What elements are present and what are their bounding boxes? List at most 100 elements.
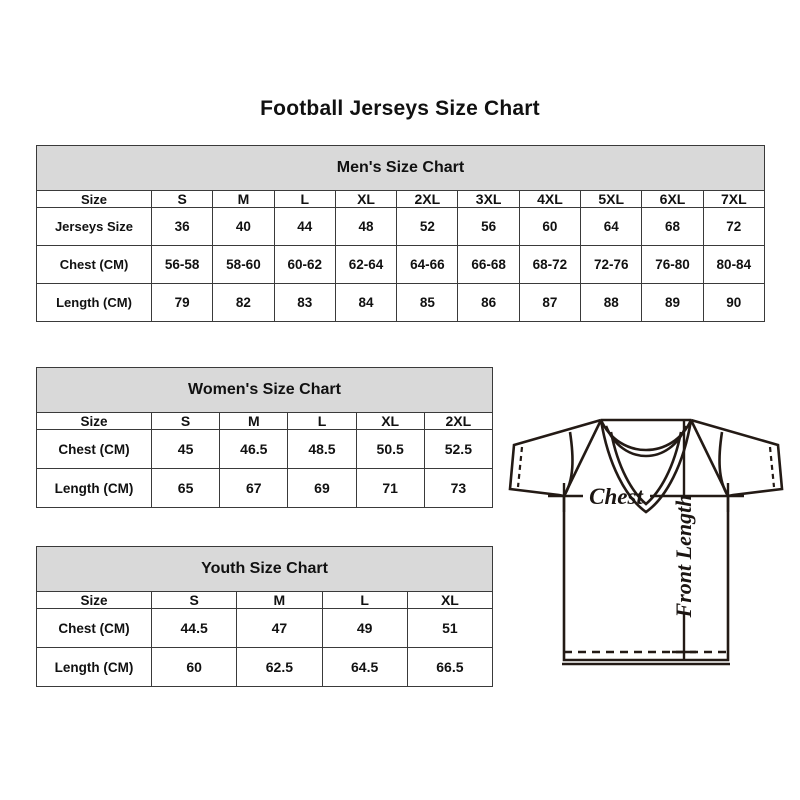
- column-header: M: [219, 412, 289, 430]
- table-cell: 67: [219, 468, 289, 508]
- table-cell: 52: [396, 207, 459, 246]
- table-header-row: Size S M L XL 2XL 3XL 4XL 5XL 6XL 7XL: [36, 190, 765, 208]
- table-cell: 85: [396, 283, 459, 322]
- table-cell: 65: [150, 468, 221, 508]
- front-length-label: Front Length: [671, 495, 696, 619]
- table-cell: 52.5: [423, 429, 493, 469]
- column-header: 3XL: [457, 190, 520, 208]
- table-cell: 76-80: [641, 245, 704, 284]
- table-cell: 60: [518, 207, 582, 246]
- table-cell: 62-64: [334, 245, 398, 284]
- row-label: Length (CM): [36, 283, 152, 322]
- table-cell: 80-84: [702, 245, 765, 284]
- column-header: XL: [334, 190, 398, 208]
- table-cell: 72: [702, 207, 765, 246]
- v-neck-outer: [599, 419, 693, 514]
- table-row: Length (CM) 65 67 69 71 73: [36, 468, 493, 508]
- table-cell: 72-76: [580, 245, 643, 284]
- column-header: XL: [406, 591, 494, 609]
- table-cell: 66-68: [457, 245, 520, 284]
- column-header: 4XL: [518, 190, 582, 208]
- row-label: Length (CM): [36, 647, 152, 687]
- column-header: 5XL: [580, 190, 643, 208]
- column-header: 6XL: [641, 190, 704, 208]
- table-cell: 36: [150, 207, 214, 246]
- column-header: Size: [36, 412, 152, 430]
- table-row: Chest (CM) 44.5 47 49 51: [36, 608, 494, 648]
- column-header: XL: [355, 412, 425, 430]
- row-label: Chest (CM): [36, 429, 152, 469]
- table-cell: 68-72: [518, 245, 582, 284]
- table-cell: 60-62: [273, 245, 336, 284]
- left-cuff-stitch: [516, 446, 524, 488]
- row-label: Chest (CM): [36, 245, 152, 284]
- table-cell: 47: [236, 608, 323, 648]
- table-cell: 44.5: [150, 608, 238, 648]
- column-header: L: [321, 591, 408, 609]
- column-header: L: [273, 190, 336, 208]
- table-cell: 73: [423, 468, 493, 508]
- table-cell: 68: [641, 207, 704, 246]
- mens-chart-caption: Men's Size Chart: [36, 145, 765, 191]
- column-header: 2XL: [423, 412, 493, 430]
- shirt-body-outline: [562, 496, 730, 662]
- table-cell: 50.5: [355, 429, 425, 469]
- row-label: Length (CM): [36, 468, 152, 508]
- table-cell: 66.5: [406, 647, 494, 687]
- table-cell: 56: [457, 207, 520, 246]
- right-armhole-seam: [718, 431, 730, 497]
- table-cell: 62.5: [236, 647, 323, 687]
- table-cell: 44: [273, 207, 336, 246]
- table-header-row: Size S M L XL: [36, 591, 494, 609]
- left-sleeve-outline: [508, 418, 602, 498]
- table-row: Length (CM) 60 62.5 64.5 66.5: [36, 647, 494, 687]
- table-cell: 46.5: [219, 429, 289, 469]
- table-caption-row: Youth Size Chart: [35, 546, 494, 592]
- neck-inner-arc: [604, 425, 688, 458]
- column-header: 2XL: [396, 190, 459, 208]
- table-row: Length (CM) 79 82 83 84 85 86 87 88 89 9…: [36, 283, 765, 322]
- right-cuff-stitch: [768, 446, 776, 488]
- table-cell: 56-58: [150, 245, 214, 284]
- table-cell: 71: [355, 468, 425, 508]
- left-armhole-seam: [562, 431, 574, 497]
- table-cell: 51: [406, 608, 494, 648]
- chest-label: Chest: [589, 484, 643, 509]
- column-header: Size: [36, 591, 152, 609]
- table-cell: 79: [150, 283, 214, 322]
- youth-chart-caption: Youth Size Chart: [35, 546, 494, 592]
- table-cell: 49: [321, 608, 408, 648]
- table-row: Chest (CM) 45 46.5 48.5 50.5 52.5: [36, 429, 493, 469]
- mens-size-chart-table: Men's Size Chart Size S M L XL 2XL 3XL 4…: [36, 145, 765, 322]
- column-header: S: [150, 412, 221, 430]
- column-header: L: [287, 412, 357, 430]
- column-header: Size: [36, 190, 152, 208]
- page-title: Football Jerseys Size Chart: [260, 97, 540, 120]
- column-header: M: [236, 591, 323, 609]
- womens-chart-caption: Women's Size Chart: [36, 367, 493, 413]
- womens-size-chart-table: Women's Size Chart Size S M L XL 2XL Che…: [36, 367, 493, 508]
- table-cell: 40: [212, 207, 275, 246]
- v-neck-inner: [609, 431, 683, 506]
- table-cell: 83: [273, 283, 336, 322]
- table-cell: 84: [334, 283, 398, 322]
- table-cell: 58-60: [212, 245, 275, 284]
- table-cell: 82: [212, 283, 275, 322]
- table-cell: 64: [580, 207, 643, 246]
- youth-size-chart-table: Youth Size Chart Size S M L XL Chest (CM…: [35, 546, 494, 687]
- table-cell: 48.5: [287, 429, 357, 469]
- tshirt-measurement-diagram: Chest Front Length: [498, 388, 794, 688]
- table-cell: 90: [702, 283, 765, 322]
- row-label: Jerseys Size: [36, 207, 152, 246]
- column-header: S: [150, 190, 214, 208]
- table-cell: 87: [518, 283, 582, 322]
- table-cell: 48: [334, 207, 398, 246]
- column-header: S: [150, 591, 238, 609]
- table-cell: 64-66: [396, 245, 459, 284]
- table-cell: 88: [580, 283, 643, 322]
- column-header: M: [212, 190, 275, 208]
- table-cell: 64.5: [321, 647, 408, 687]
- table-cell: 69: [287, 468, 357, 508]
- table-cell: 45: [150, 429, 221, 469]
- table-cell: 60: [150, 647, 238, 687]
